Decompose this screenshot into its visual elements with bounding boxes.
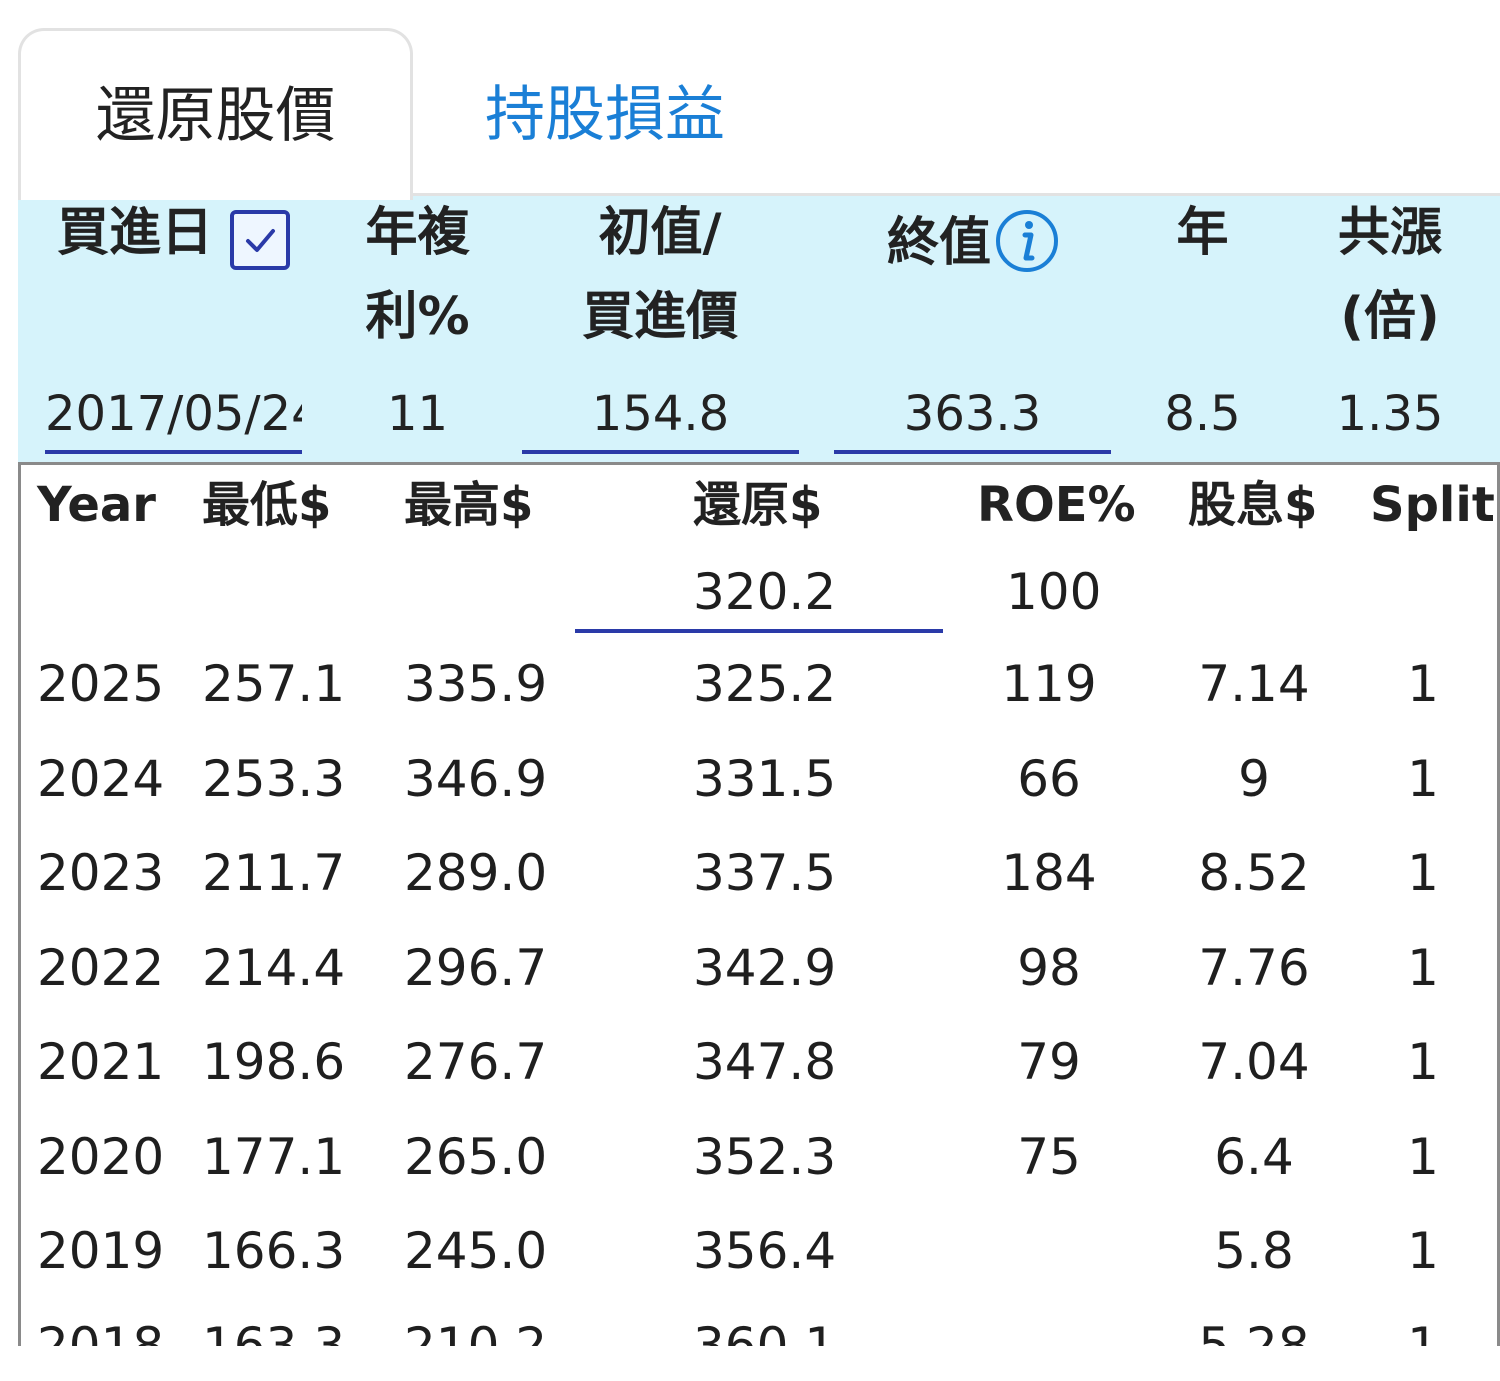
total-gain-header-line2: (倍)	[1340, 287, 1440, 347]
col-header-dividend: 股息$	[1188, 477, 1318, 533]
final-value-input[interactable]: 363.3	[834, 378, 1111, 454]
cell-restored: 325.2	[693, 655, 837, 713]
cagr-value: 11	[386, 386, 449, 442]
cell-restored: 342.9	[693, 939, 837, 997]
cell-dividend: 7.76	[1198, 939, 1310, 997]
restored-price-input-underline	[575, 629, 943, 633]
cell-dividend: 7.14	[1198, 655, 1310, 713]
buy-date-checkbox[interactable]	[230, 210, 290, 270]
cell-low: 198.6	[202, 1033, 346, 1091]
years-value: 8.5	[1164, 386, 1241, 442]
scroll-clip	[0, 1346, 1500, 1379]
col-header-high: 最高$	[404, 477, 534, 533]
buy-date-input[interactable]: 2017/05/24	[45, 378, 302, 454]
total-gain-header-line1: 共漲	[1337, 203, 1442, 263]
tab-restored-price-label: 還原股價	[95, 80, 336, 151]
cagr-header-line2: 利%	[365, 287, 470, 347]
cell-restored: 347.8	[693, 1033, 837, 1091]
initial-header-line2: 買進價	[581, 287, 738, 347]
col-header-roe: ROE%	[977, 477, 1136, 533]
tab-restored-price[interactable]: 還原股價	[18, 28, 413, 200]
col-header-year: Year	[37, 477, 156, 533]
cell-dividend: 8.52	[1198, 844, 1310, 902]
tab-holding-pnl[interactable]: 持股損益	[440, 50, 770, 180]
restored-price-input[interactable]: 320.2	[693, 563, 837, 621]
initial-header-line1: 初值/	[598, 203, 722, 263]
cell-high: 245.0	[404, 1222, 548, 1280]
initial-price-input[interactable]: 154.8	[522, 378, 799, 454]
col-header-restored: 還原$	[693, 477, 823, 533]
cell-year: 2019	[37, 1222, 165, 1280]
cell-dividend: 9	[1238, 750, 1270, 808]
tab-holding-pnl-label: 持股損益	[485, 80, 725, 150]
col-header-low: 最低$	[202, 477, 332, 533]
cell-roe: 79	[1017, 1033, 1081, 1091]
cell-restored: 356.4	[693, 1222, 837, 1280]
final-value: 363.3	[903, 386, 1042, 442]
price-table	[18, 462, 1500, 1346]
cell-roe: 66	[1017, 750, 1081, 808]
initial-price-value: 154.8	[591, 386, 730, 442]
cell-split: 1	[1407, 939, 1439, 997]
total-gain-value: 1.35	[1336, 386, 1444, 442]
cell-split: 1	[1407, 1222, 1439, 1280]
buy-date-value: 2017/05/24	[45, 386, 302, 442]
cell-restored: 337.5	[693, 844, 837, 902]
cell-low: 253.3	[202, 750, 346, 808]
cell-restored: 352.3	[693, 1128, 837, 1186]
col-header-split: Split	[1370, 477, 1495, 533]
cell-low: 211.7	[202, 844, 346, 902]
cell-roe: 75	[1017, 1128, 1081, 1186]
info-icon[interactable]	[994, 208, 1060, 274]
cell-roe: 119	[1001, 655, 1097, 713]
cagr-header-line1: 年複	[365, 203, 470, 263]
cell-split: 1	[1407, 1033, 1439, 1091]
cell-roe: 98	[1017, 939, 1081, 997]
buy-date-header: 買進日	[56, 203, 213, 263]
cell-dividend: 7.04	[1198, 1033, 1310, 1091]
cell-high: 296.7	[404, 939, 548, 997]
cell-split: 1	[1407, 750, 1439, 808]
cell-low: 166.3	[202, 1222, 346, 1280]
check-icon	[246, 229, 275, 252]
roe-first-value: 100	[1006, 563, 1102, 621]
cell-year: 2024	[37, 750, 165, 808]
cell-dividend: 5.8	[1214, 1222, 1294, 1280]
cell-restored: 331.5	[693, 750, 837, 808]
cell-split: 1	[1407, 1128, 1439, 1186]
cell-split: 1	[1407, 844, 1439, 902]
tab-divider	[412, 193, 1500, 196]
cell-high: 346.9	[404, 750, 548, 808]
cell-dividend: 6.4	[1214, 1128, 1294, 1186]
cell-high: 335.9	[404, 655, 548, 713]
final-header: 終值	[886, 213, 991, 273]
cell-roe: 184	[1001, 844, 1097, 902]
cell-low: 257.1	[202, 655, 346, 713]
cell-low: 214.4	[202, 939, 346, 997]
cell-year: 2022	[37, 939, 165, 997]
cell-high: 289.0	[404, 844, 548, 902]
cell-high: 276.7	[404, 1033, 548, 1091]
cell-roe	[929, 1216, 1169, 1286]
cell-year: 2025	[37, 655, 165, 713]
cell-high: 265.0	[404, 1128, 548, 1186]
cell-year: 2020	[37, 1128, 165, 1186]
cell-year: 2023	[37, 844, 165, 902]
cell-year: 2021	[37, 1033, 165, 1091]
cell-low: 177.1	[202, 1128, 346, 1186]
cell-split: 1	[1407, 655, 1439, 713]
years-header: 年	[1176, 203, 1229, 263]
